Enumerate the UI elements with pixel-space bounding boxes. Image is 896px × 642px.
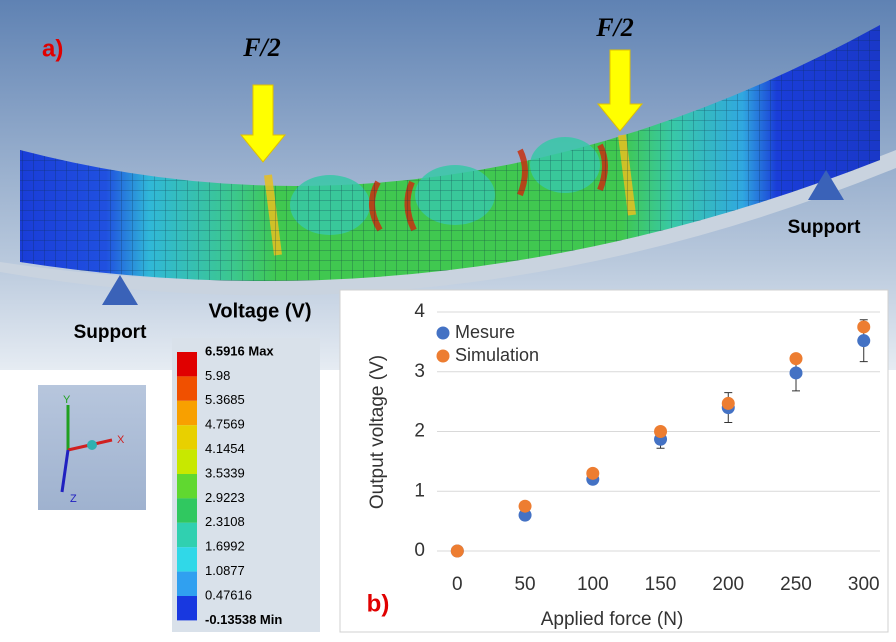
floor-plane [0, 150, 896, 296]
colorbar-band [177, 498, 197, 523]
point [518, 508, 532, 522]
force-arrows [239, 49, 644, 163]
panel-label: b) [367, 590, 390, 617]
support-icon [808, 170, 844, 200]
colorbar-band [177, 400, 197, 426]
y-tick-label: 4 [414, 301, 425, 322]
x-tick-label: 300 [848, 574, 880, 595]
y-tick-label: 0 [414, 540, 425, 561]
point [789, 366, 803, 380]
point [857, 334, 871, 348]
force-label: F/2 [595, 13, 634, 42]
x-tick-label: 250 [780, 574, 812, 595]
point [721, 396, 735, 410]
x-tick-label: 150 [645, 574, 677, 595]
legend-label: Mesure [455, 322, 515, 342]
colorbar-band [177, 571, 197, 596]
x-tick-label: 200 [712, 574, 744, 595]
support-icon [102, 275, 138, 305]
panel-label: a) [42, 35, 63, 62]
y-tick-label: 1 [414, 480, 425, 501]
mesh [20, 25, 880, 282]
colorbar-label: 3.5339 [205, 465, 245, 480]
x-tick-label: 50 [514, 574, 535, 595]
plot: 0 1 2 3 4 0 50 100 150 200 250 300 Mesure Simulation [414, 301, 880, 595]
colorbar-label: 5.98 [205, 368, 230, 383]
colorbar-band [177, 352, 197, 377]
triad-label: X [117, 434, 125, 446]
point [586, 466, 600, 480]
colorbar-label: 5.3685 [205, 392, 245, 407]
chart-panel [339, 289, 889, 633]
point [518, 499, 532, 513]
colorbar-band [177, 522, 197, 548]
colorbar-label: 1.6992 [205, 539, 245, 554]
colorbar-title: Voltage (V) [209, 300, 312, 322]
colorbar-label: -0.13538 Min [205, 612, 282, 627]
colorbar-label: 4.1454 [205, 441, 245, 456]
colorbar-label: 2.9223 [205, 490, 245, 505]
x-tick-label: 100 [577, 574, 609, 595]
y-axis-label: Output voltage (V) [367, 355, 388, 509]
force-label: F/2 [242, 33, 281, 62]
point [654, 425, 668, 438]
point [450, 544, 464, 558]
y-tick-label: 3 [414, 361, 425, 382]
legend-marker [436, 349, 450, 363]
colorbar-band [177, 596, 197, 621]
x-tick-label: 0 [452, 574, 463, 595]
axis-triad: Y X Z [38, 385, 146, 510]
legend-marker [436, 326, 450, 340]
point [857, 320, 871, 334]
colorbar-label: 2.3108 [205, 514, 245, 529]
legend-label: Simulation [455, 345, 539, 365]
colorbar-label: 1.0877 [205, 563, 245, 578]
y-tick-label: 2 [414, 421, 425, 442]
colorbar-band [177, 474, 197, 499]
colorbar-band [177, 449, 197, 474]
colorbar-band [177, 547, 197, 572]
support-label: Support [74, 322, 147, 343]
support-label: Support [788, 217, 861, 238]
point [789, 352, 803, 366]
x-axis-label: Applied force (N) [541, 609, 684, 630]
colorbar: 6.5916 Max 5.98 5.3685 4.7569 4.1454 3.5339 2.… [177, 343, 282, 627]
triad-label: Y [63, 394, 71, 406]
colorbar-label: 4.7569 [205, 417, 245, 432]
triad-label: Z [70, 493, 77, 505]
colorbar-band [177, 376, 197, 401]
colorbar-label: 6.5916 Max [205, 343, 274, 358]
colorbar-label: 0.47616 [205, 587, 252, 602]
colorbar-band [177, 425, 197, 450]
